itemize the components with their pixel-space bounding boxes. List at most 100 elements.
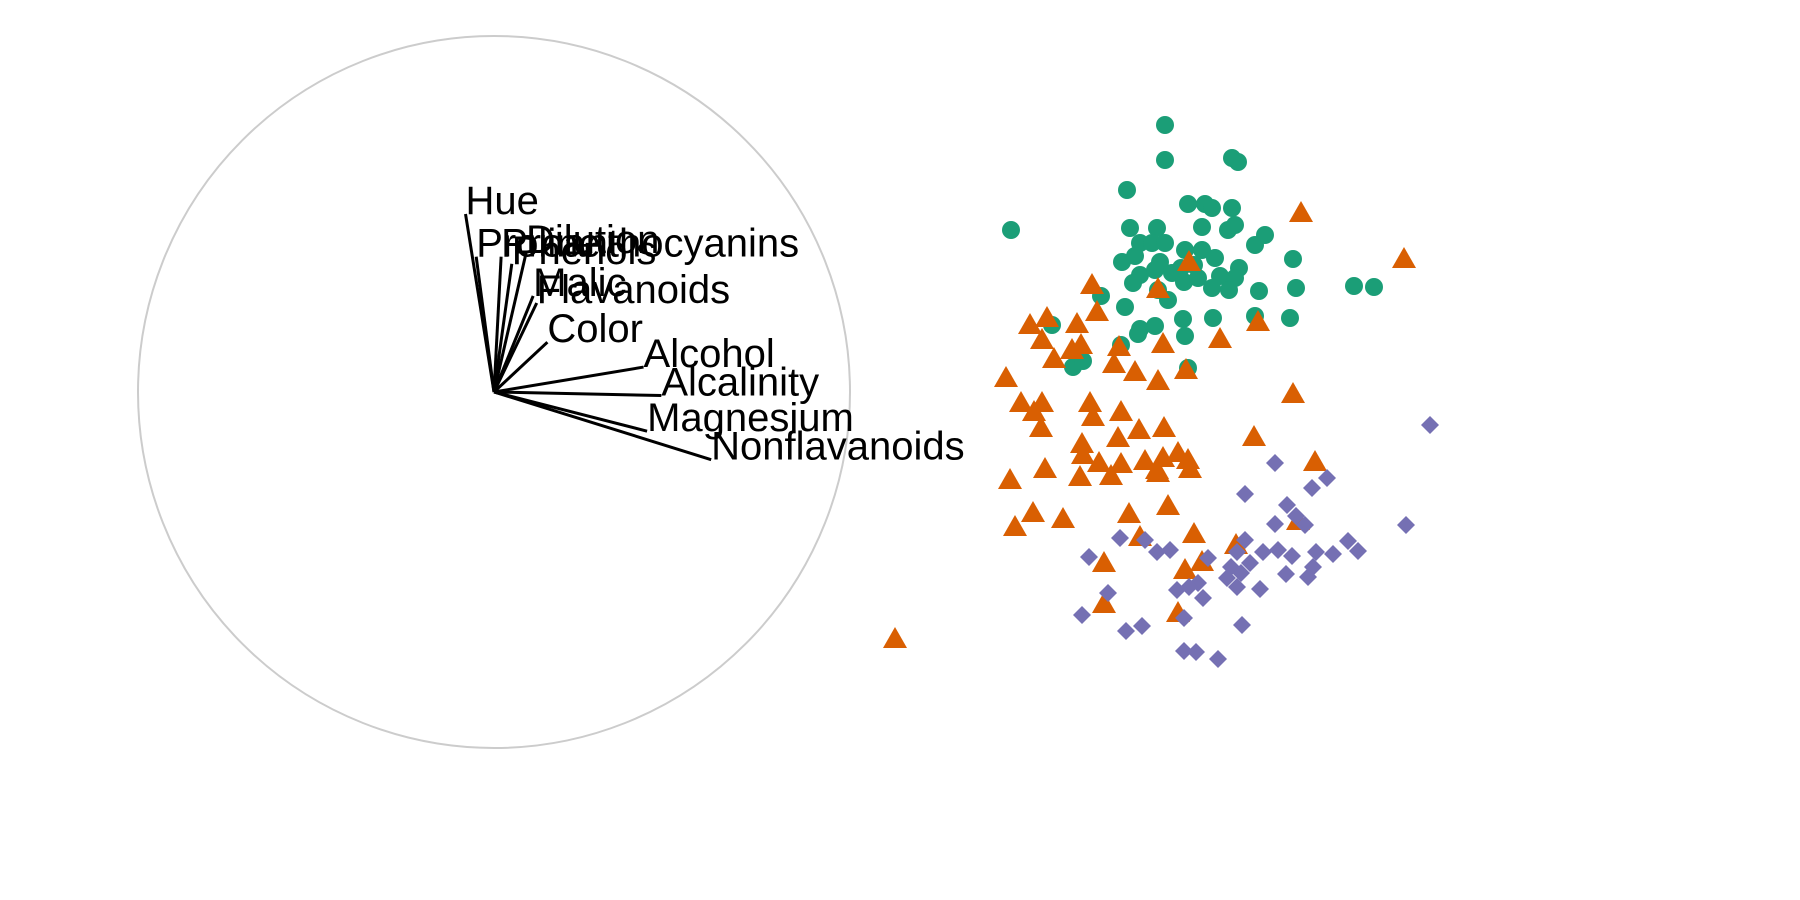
- data-point-triangle-38: [1071, 443, 1095, 464]
- data-point-circle-51: [1174, 310, 1192, 328]
- data-point-triangle-61: [1173, 558, 1197, 579]
- data-point-triangle-3: [1080, 273, 1104, 294]
- data-point-triangle-59: [1092, 551, 1116, 572]
- loading-arrow-dilution: [492, 252, 528, 393]
- data-point-circle-41: [1250, 282, 1268, 300]
- data-point-triangle-34: [1070, 432, 1094, 453]
- data-point-circle-23: [1126, 247, 1144, 265]
- data-point-diamond-33: [1228, 578, 1246, 596]
- data-point-diamond-38: [1194, 589, 1212, 607]
- data-point-triangle-51: [1021, 501, 1045, 522]
- variable-label-alcohol: Alcohol: [644, 332, 775, 376]
- data-point-triangle-48: [1099, 464, 1123, 485]
- data-point-triangle-21: [1146, 369, 1170, 390]
- data-point-triangle-16: [1042, 347, 1066, 368]
- data-point-triangle-54: [1117, 502, 1141, 523]
- data-point-circle-43: [1345, 277, 1363, 295]
- loading-arrow-nonflavanoids: [493, 390, 712, 462]
- data-point-diamond-20: [1307, 543, 1325, 561]
- data-point-triangle-23: [1009, 391, 1033, 412]
- data-point-diamond-39: [1073, 606, 1091, 624]
- data-point-diamond-24: [1199, 549, 1217, 567]
- data-point-diamond-29: [1277, 565, 1295, 583]
- data-point-circle-52: [1204, 309, 1222, 327]
- data-point-circle-29: [1284, 250, 1302, 268]
- data-point-diamond-46: [1209, 650, 1227, 668]
- data-point-triangle-40: [1176, 448, 1200, 469]
- data-point-triangle-14: [1208, 327, 1232, 348]
- data-point-triangle-64: [883, 627, 907, 648]
- data-point-diamond-31: [1218, 569, 1236, 587]
- data-point-triangle-9: [1246, 310, 1270, 331]
- data-point-triangle-53: [1003, 515, 1027, 536]
- data-point-circle-0: [1156, 116, 1174, 134]
- data-point-triangle-47: [1068, 465, 1092, 486]
- data-point-circle-38: [1189, 269, 1207, 287]
- data-point-circle-14: [1226, 216, 1244, 234]
- data-point-triangle-8: [1085, 300, 1109, 321]
- data-point-diamond-14: [1148, 543, 1166, 561]
- data-point-diamond-17: [1254, 543, 1272, 561]
- loading-arrows: HueProlineProanthocyaninsPhenolsDilution…: [464, 179, 965, 469]
- data-point-circle-57: [1176, 327, 1194, 345]
- correlation-circle: [137, 35, 851, 749]
- data-point-triangle-25: [1078, 391, 1102, 412]
- data-point-triangle-22: [1281, 382, 1305, 403]
- data-point-circle-18: [1156, 234, 1174, 252]
- loading-arrow-alcalinity: [493, 390, 662, 398]
- data-point-diamond-7: [1266, 515, 1284, 533]
- variable-label-flavanoids: Flavanoids: [537, 268, 730, 312]
- data-point-triangle-7: [1065, 312, 1089, 333]
- data-point-circle-8: [1203, 199, 1221, 217]
- data-point-circle-12: [1193, 218, 1211, 236]
- data-point-triangle-0: [1289, 201, 1313, 222]
- data-point-circle-20: [1193, 241, 1211, 259]
- data-point-circle-39: [1203, 279, 1221, 297]
- data-point-triangle-20: [994, 366, 1018, 387]
- data-point-diamond-11: [1136, 531, 1154, 549]
- data-point-circle-37: [1175, 273, 1193, 291]
- data-point-diamond-22: [1349, 542, 1367, 560]
- data-point-circle-27: [1206, 249, 1224, 267]
- data-point-circle-5: [1002, 221, 1020, 239]
- data-point-circle-1: [1156, 151, 1174, 169]
- data-point-triangle-1: [1392, 247, 1416, 268]
- data-point-circle-6: [1179, 195, 1197, 213]
- data-point-triangle-43: [1178, 457, 1202, 478]
- data-point-diamond-16: [1228, 543, 1246, 561]
- data-point-diamond-36: [1180, 578, 1198, 596]
- data-point-circle-54: [1281, 309, 1299, 327]
- data-point-diamond-41: [1233, 616, 1251, 634]
- loading-arrow-alcohol: [493, 365, 644, 394]
- data-point-triangle-10: [1030, 328, 1054, 349]
- data-point-triangle-15: [1060, 338, 1084, 359]
- variable-label-alcalinity: Alcalinity: [661, 361, 819, 405]
- data-point-triangle-27: [1109, 400, 1133, 421]
- data-point-diamond-44: [1175, 642, 1193, 660]
- data-point-circle-44: [1365, 278, 1383, 296]
- data-point-diamond-4: [1236, 485, 1254, 503]
- data-point-diamond-34: [1251, 580, 1269, 598]
- data-point-triangle-18: [1123, 360, 1147, 381]
- variable-label-magnesium: Magnesium: [647, 396, 854, 440]
- data-point-triangle-17: [1102, 352, 1126, 373]
- data-point-triangle-50: [1156, 494, 1180, 515]
- data-point-diamond-21: [1324, 545, 1342, 563]
- data-point-diamond-9: [1397, 516, 1415, 534]
- data-point-diamond-19: [1283, 547, 1301, 565]
- loading-arrow-color: [492, 341, 549, 394]
- data-point-diamond-13: [1339, 532, 1357, 550]
- data-point-triangle-44: [1033, 457, 1057, 478]
- data-point-circle-11: [1148, 219, 1166, 237]
- data-point-diamond-1: [1266, 454, 1284, 472]
- data-point-circle-46: [1116, 298, 1134, 316]
- data-point-triangle-52: [1051, 507, 1075, 528]
- data-point-circle-42: [1287, 279, 1305, 297]
- data-point-circle-4: [1118, 181, 1136, 199]
- data-point-diamond-3: [1303, 479, 1321, 497]
- data-point-diamond-15: [1161, 541, 1179, 559]
- data-point-triangle-31: [1127, 418, 1151, 439]
- loading-arrow-proanthocyanins: [492, 256, 503, 393]
- data-point-triangle-12: [1107, 335, 1131, 356]
